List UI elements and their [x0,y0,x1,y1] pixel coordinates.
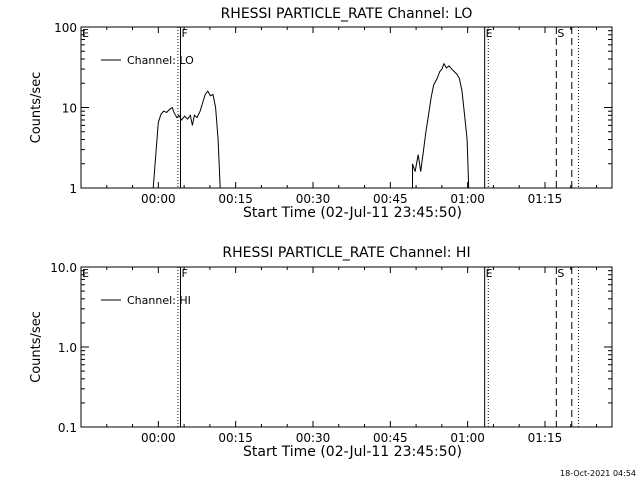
event-marker-label: E [82,267,89,280]
event-marker-label: S [557,27,564,40]
x-axis-label: Start Time (02-Jul-11 23:45:50) [243,444,462,460]
event-marker-label: F [181,27,187,40]
y-tick-label: 10 [62,102,77,116]
series-line-segment [412,62,470,189]
event-marker-label: F [181,267,187,280]
x-tick-label: 00:15 [218,431,253,445]
x-tick-label: 01:15 [528,192,563,206]
chart-title: RHESSI PARTICLE_RATE Channel: HI [222,245,470,261]
y-axis-label: Counts/sec [29,72,44,144]
y-tick-label: 0.1 [58,421,77,435]
x-tick-label: 00:00 [141,192,176,206]
x-tick-label: 01:00 [450,192,485,206]
x-tick-label: 00:15 [218,192,253,206]
date-stamp: 18-Oct-2021 04:54 [560,469,636,478]
y-tick-label: 1 [69,182,77,196]
y-tick-label: 10.0 [50,261,77,275]
event-marker-label: E [486,27,493,40]
plot-frame [80,26,613,189]
x-tick-label: 01:00 [450,431,485,445]
x-tick-label: 00:45 [373,431,408,445]
x-tick-label: 00:00 [141,431,176,445]
x-tick-label: 00:30 [296,431,331,445]
plot-frame [80,266,613,428]
chart-panel-2 [80,266,613,428]
x-axis-label: Start Time (02-Jul-11 23:45:50) [243,205,462,221]
y-tick-label: 100 [54,21,77,35]
event-marker-label: E [486,267,493,280]
legend-label: Channel: HI [127,294,191,307]
y-axis-label: Counts/sec [29,311,44,383]
series-line-segment [152,90,221,189]
chart-panel-1 [80,26,613,189]
x-tick-label: 01:15 [528,431,563,445]
chart-title: RHESSI PARTICLE_RATE Channel: LO [221,6,473,22]
x-tick-label: 00:45 [373,192,408,206]
event-marker-label: S [557,267,564,280]
legend-label: Channel: LO [127,54,194,67]
event-marker-label: E [82,27,89,40]
x-tick-label: 00:30 [296,192,331,206]
y-tick-label: 1.0 [58,341,77,355]
